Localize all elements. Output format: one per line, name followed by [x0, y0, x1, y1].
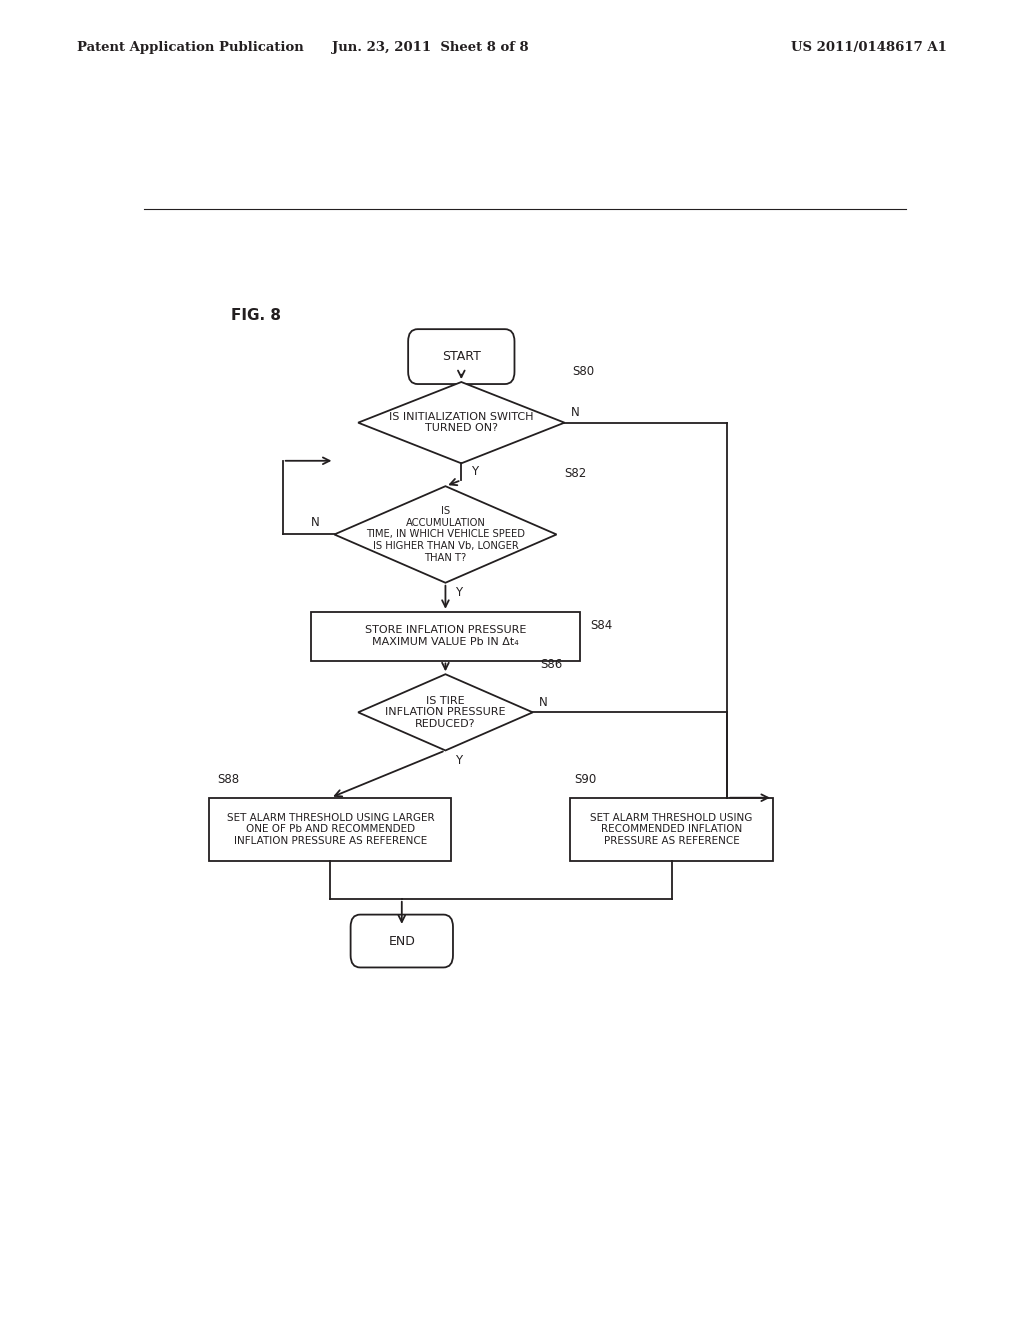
Polygon shape	[334, 486, 557, 582]
Text: S88: S88	[217, 774, 240, 785]
Text: SET ALARM THRESHOLD USING LARGER
ONE OF Pb AND RECOMMENDED
INFLATION PRESSURE AS: SET ALARM THRESHOLD USING LARGER ONE OF …	[226, 813, 434, 846]
Bar	[310, 611, 581, 660]
Text: S90: S90	[574, 774, 597, 785]
Bar	[209, 797, 452, 861]
Text: S80: S80	[572, 366, 595, 379]
Text: Jun. 23, 2011  Sheet 8 of 8: Jun. 23, 2011 Sheet 8 of 8	[332, 41, 528, 54]
Text: STORE INFLATION PRESSURE
MAXIMUM VALUE Pb IN Δt₄: STORE INFLATION PRESSURE MAXIMUM VALUE P…	[365, 626, 526, 647]
Text: START: START	[442, 350, 480, 363]
Text: S84: S84	[590, 619, 612, 632]
Text: Patent Application Publication: Patent Application Publication	[77, 41, 303, 54]
Text: Y: Y	[455, 754, 462, 767]
Text: END: END	[388, 935, 415, 948]
Text: N: N	[570, 407, 580, 418]
FancyBboxPatch shape	[350, 915, 453, 968]
Text: IS TIRE
INFLATION PRESSURE
REDUCED?: IS TIRE INFLATION PRESSURE REDUCED?	[385, 696, 506, 729]
Text: SET ALARM THRESHOLD USING
RECOMMENDED INFLATION
PRESSURE AS REFERENCE: SET ALARM THRESHOLD USING RECOMMENDED IN…	[591, 813, 753, 846]
Text: US 2011/0148617 A1: US 2011/0148617 A1	[792, 41, 947, 54]
Bar	[570, 797, 773, 861]
Text: N: N	[539, 696, 548, 709]
Polygon shape	[358, 675, 532, 751]
Text: N: N	[310, 516, 319, 529]
Polygon shape	[358, 381, 564, 463]
Text: IS INITIALIZATION SWITCH
TURNED ON?: IS INITIALIZATION SWITCH TURNED ON?	[389, 412, 534, 433]
FancyBboxPatch shape	[409, 329, 514, 384]
Text: Y: Y	[455, 586, 462, 599]
Text: S82: S82	[564, 467, 587, 480]
Text: IS
ACCUMULATION
TIME, IN WHICH VEHICLE SPEED
IS HIGHER THAN Vb, LONGER
THAN T?: IS ACCUMULATION TIME, IN WHICH VEHICLE S…	[366, 507, 525, 562]
Text: FIG. 8: FIG. 8	[231, 309, 282, 323]
Text: Y: Y	[471, 465, 478, 478]
Text: S86: S86	[541, 657, 563, 671]
